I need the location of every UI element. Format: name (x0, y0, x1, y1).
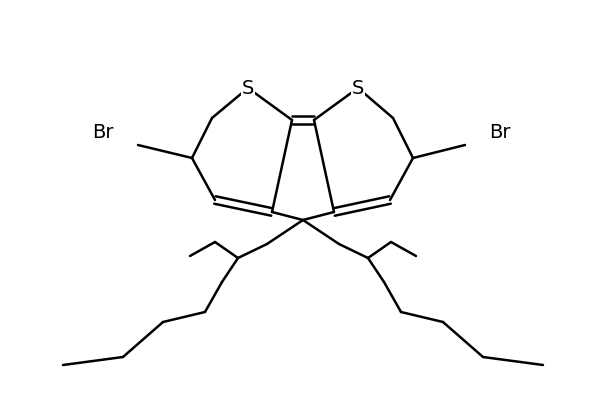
Text: S: S (242, 78, 254, 98)
Text: S: S (352, 78, 364, 98)
Text: Br: Br (489, 124, 511, 142)
Text: Br: Br (92, 124, 114, 142)
